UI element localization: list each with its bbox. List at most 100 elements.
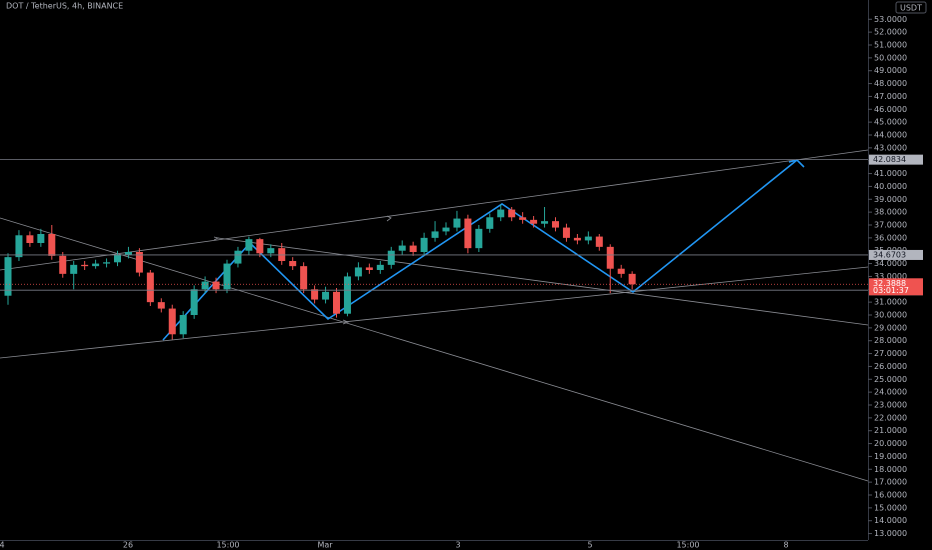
candle-body: [475, 228, 483, 249]
candle-body: [267, 248, 275, 254]
countdown: 03:01:37: [873, 286, 909, 295]
candle-body: [365, 267, 373, 270]
candle-body: [552, 221, 559, 228]
y-tick-label: 18.0000: [874, 465, 907, 474]
trend-line: [0, 266, 869, 359]
candle-body: [617, 268, 625, 274]
candle-body: [245, 239, 253, 251]
candle-body: [530, 219, 538, 224]
chart-title: DOT / TetherUS, 4h, BINANCE: [6, 2, 123, 11]
candle-body: [59, 255, 67, 274]
arrow-head: [342, 319, 350, 325]
y-tick-label: 53.0000: [874, 15, 907, 24]
candle-body: [124, 252, 132, 255]
trend-line: [0, 217, 869, 482]
trend-line: [217, 237, 869, 326]
candle-body: [387, 250, 395, 265]
x-tick-label: 15:00: [216, 541, 239, 550]
y-tick-label: 15.0000: [874, 503, 907, 512]
x-tick-label: 15:00: [676, 541, 699, 550]
y-tick-label: 16.0000: [874, 491, 907, 500]
y-tick-label: 26.0000: [874, 362, 907, 371]
price-label-box: [869, 249, 923, 260]
candle-body: [398, 245, 406, 251]
candle-body: [15, 235, 23, 258]
y-tick-label: 21.0000: [874, 426, 907, 435]
candle-body: [322, 291, 330, 300]
candle-body: [343, 276, 351, 314]
candle-body: [606, 246, 614, 269]
candle-body: [81, 264, 89, 267]
candle-body: [508, 209, 516, 218]
y-tick-label: 51.0000: [874, 41, 907, 50]
y-tick-label: 23.0000: [874, 401, 907, 410]
candle-body: [628, 273, 636, 285]
y-tick-label: 50.0000: [874, 53, 907, 62]
y-tick-label: 19.0000: [874, 452, 907, 461]
candle-body: [431, 231, 439, 238]
candle-body: [26, 235, 34, 243]
candle-body: [442, 227, 450, 232]
y-tick-label: 41.0000: [874, 169, 907, 178]
candle-body: [48, 234, 56, 256]
candle-body: [114, 254, 121, 263]
candle-body: [289, 261, 297, 267]
candle-body: [409, 245, 417, 252]
y-tick-label: 49.0000: [874, 66, 907, 75]
x-tick-label: 4: [0, 541, 5, 550]
candle-body: [92, 263, 100, 267]
currency: USDT: [900, 4, 922, 13]
candle-body: [70, 264, 78, 274]
y-tick-label: 45.0000: [874, 118, 907, 127]
price-label: 42.0834: [873, 155, 906, 164]
arrow-head: [386, 215, 392, 222]
trend-line: [0, 149, 869, 271]
y-tick-label: 13.0000: [874, 529, 907, 538]
y-tick-label: 24.0000: [874, 388, 907, 397]
last-price-label: 32.3888: [873, 279, 906, 288]
y-tick-label: 40.0000: [874, 182, 907, 191]
candle-body: [212, 281, 220, 290]
y-tick-label: 20.0000: [874, 439, 907, 448]
candle-body: [135, 252, 143, 273]
candle-body: [37, 234, 45, 243]
candle-body: [311, 289, 319, 300]
currency-box: [895, 1, 927, 14]
candle-body: [584, 236, 592, 241]
candle-body: [464, 218, 472, 249]
candle-body: [595, 236, 603, 247]
arrow-head: [213, 236, 220, 241]
candle-body: [103, 262, 111, 264]
candle-body: [223, 263, 231, 290]
candle-body: [376, 264, 384, 270]
candle-body: [4, 257, 12, 296]
candle-body: [519, 217, 527, 220]
y-tick-label: 22.0000: [874, 413, 907, 422]
candle-body: [354, 267, 362, 277]
x-tick-label: 8: [783, 541, 788, 550]
y-tick-label: 38.0000: [874, 208, 907, 217]
candle-body: [234, 250, 242, 264]
x-tick-label: 5: [587, 541, 592, 550]
y-tick-label: 34.0000: [874, 259, 907, 268]
candle-body: [179, 315, 187, 335]
y-tick-label: 25.0000: [874, 375, 907, 384]
candle-body: [146, 272, 154, 303]
y-tick-label: 52.0000: [874, 28, 907, 37]
candle-body: [190, 289, 198, 315]
y-tick-label: 14.0000: [874, 516, 907, 525]
y-tick-label: 48.0000: [874, 79, 907, 88]
y-tick-label: 27.0000: [874, 349, 907, 358]
candle-body: [157, 302, 165, 309]
candle-body: [541, 221, 549, 224]
price-marks: [4, 204, 636, 340]
candle-body: [333, 291, 340, 314]
price-label: 34.6703: [873, 250, 906, 259]
y-tick-label: 33.0000: [874, 272, 907, 281]
candle-body: [497, 209, 505, 218]
y-tick-label: 31.0000: [874, 298, 907, 307]
candle-body: [573, 237, 581, 241]
candle-body: [420, 237, 428, 252]
